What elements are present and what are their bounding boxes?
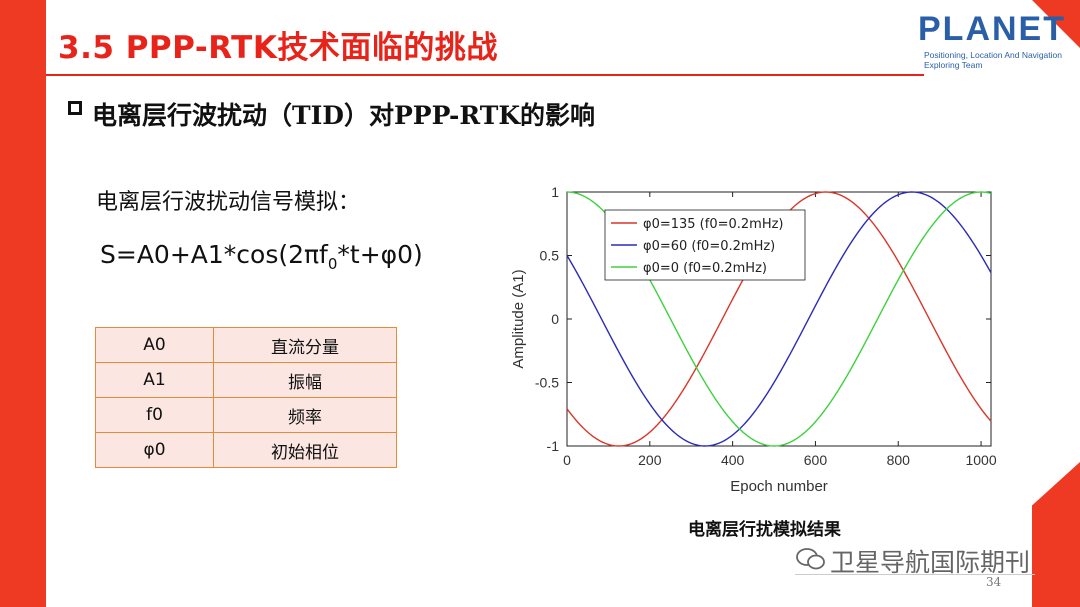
- formula-subscript: 0: [327, 255, 338, 273]
- x-tick-label: 400: [721, 452, 745, 468]
- table-row: φ0 初始相位: [95, 432, 397, 468]
- slide-title: 3.5 PPP-RTK技术面临的挑战: [58, 30, 498, 66]
- series-line-2: [566, 191, 992, 447]
- simulation-label: 电离层行波扰动信号模拟：: [96, 190, 361, 215]
- param-symbol: A1: [95, 362, 214, 398]
- param-meaning: 振幅: [213, 362, 397, 398]
- logo-tagline-1: Positioning, Location And Navigation: [924, 50, 1062, 60]
- y-tick-label: -0.5: [535, 375, 559, 391]
- table-row: A1 振幅: [95, 362, 397, 398]
- legend-entry: φ0=60 (f0=0.2mHz): [643, 239, 775, 254]
- legend-box: [604, 209, 806, 281]
- param-symbol: φ0: [95, 432, 214, 468]
- y-tick-label: 0.5: [540, 248, 560, 264]
- corner-accent-top: [1032, 0, 1080, 48]
- table-row: A0 直流分量: [95, 327, 397, 363]
- wechat-icon: [796, 548, 825, 570]
- y-axis-label: Amplitude (A1): [510, 269, 527, 368]
- page-number: 34: [986, 575, 1002, 589]
- param-meaning: 频率: [213, 397, 397, 433]
- section-subtitle: 电离层行波扰动（TID）对PPP-RTK的影响: [92, 101, 596, 130]
- logo-tagline-2: Exploring Team: [924, 60, 983, 70]
- bullet-square-icon: [68, 101, 82, 115]
- y-tick-label: 0: [551, 311, 559, 327]
- x-tick-label: 0: [563, 452, 571, 468]
- param-meaning: 初始相位: [213, 432, 397, 468]
- legend-entry: φ0=0 (f0=0.2mHz): [643, 261, 767, 276]
- parameter-table: A0 直流分量 A1 振幅 f0 频率 φ0 初始相位: [95, 327, 397, 468]
- y-tick-label: -1: [547, 438, 560, 454]
- formula-part-2: *t+φ0): [337, 240, 423, 269]
- footer-divider: [795, 574, 1035, 575]
- title-divider: [46, 74, 924, 76]
- left-accent-bar: [0, 0, 46, 607]
- watermark-text: 卫星导航国际期刊: [830, 548, 1031, 577]
- x-tick-label: 1000: [965, 452, 996, 468]
- signal-formula: S=A0+A1*cos(2πf0*t+φ0): [100, 240, 423, 273]
- x-tick-label: 800: [887, 452, 911, 468]
- x-axis-label: Epoch number: [730, 478, 828, 495]
- param-symbol: A0: [95, 327, 214, 363]
- y-tick-label: 1: [551, 184, 559, 200]
- formula-part-1: S=A0+A1*cos(2πf: [100, 240, 328, 269]
- param-symbol: f0: [95, 397, 214, 433]
- corner-accent-bottom: [1032, 462, 1080, 607]
- logo-word: PLANET: [918, 10, 1066, 48]
- legend-entry: φ0=135 (f0=0.2mHz): [643, 217, 784, 232]
- planet-logo: PLANET Positioning, Location And Navigat…: [918, 10, 1068, 72]
- param-meaning: 直流分量: [213, 327, 397, 363]
- x-tick-label: 200: [638, 452, 662, 468]
- table-row: f0 频率: [95, 397, 397, 433]
- x-tick-label: 600: [804, 452, 828, 468]
- chart-caption: 电离层行扰模拟结果: [688, 520, 841, 540]
- tid-simulation-chart: 0 200 400 600 800 1000 1 0.5 0 -0.5 -1 Epoch number…: [510, 184, 997, 495]
